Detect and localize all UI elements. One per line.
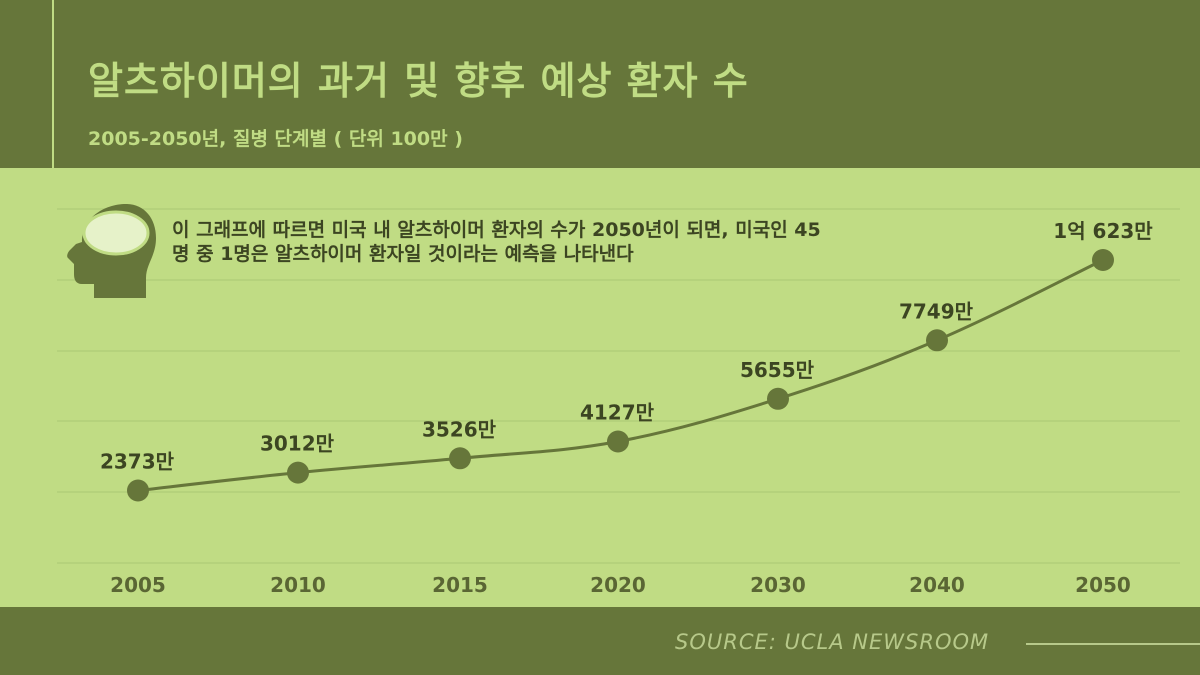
x-tick-2020: 2020	[590, 573, 646, 597]
data-point-2010	[287, 461, 309, 484]
source-divider	[1026, 643, 1200, 645]
x-tick-2005: 2005	[110, 573, 166, 597]
data-point-2020	[607, 430, 629, 453]
data-point-2040	[926, 329, 948, 352]
x-tick-2015: 2015	[432, 573, 488, 597]
head-icon	[64, 200, 164, 304]
series-line	[137, 258, 1104, 492]
data-label-2030: 5655만	[740, 358, 815, 382]
line-chart: 2373만 2005 3012만 2010 3526만 2015 4127만 2020 5655…	[57, 208, 1180, 597]
x-tick-2050: 2050	[1075, 573, 1131, 597]
footer-band	[0, 607, 1200, 675]
data-label-2040: 7749만	[899, 299, 974, 323]
data-point-2030	[767, 387, 789, 410]
data-point-2005	[127, 479, 149, 502]
x-tick-2010: 2010	[270, 573, 326, 597]
data-label-2020: 4127만	[580, 400, 655, 424]
data-label-2050: 1억 623만	[1053, 219, 1153, 243]
page-title: 알츠하이머의 과거 및 향후 예상 환자 수	[88, 59, 749, 103]
data-label-2010: 3012만	[260, 432, 335, 456]
data-point-2050	[1092, 249, 1114, 271]
header-band	[0, 0, 1200, 168]
x-tick-2040: 2040	[909, 573, 965, 597]
data-label-2005: 2373만	[100, 450, 175, 474]
header-divider	[52, 0, 54, 168]
data-point-2015	[449, 447, 471, 470]
annotation-text: 이 그래프에 따르면 미국 내 알츠하이머 환자의 수가 2050년이 되면, …	[172, 219, 821, 265]
page-subtitle: 2005-2050년, 질병 단계별 ( 단위 100만 )	[88, 128, 463, 150]
x-tick-2030: 2030	[750, 573, 806, 597]
data-label-2015: 3526만	[422, 417, 497, 441]
source-credit: SOURCE: UCLA NEWSROOM	[675, 630, 990, 654]
